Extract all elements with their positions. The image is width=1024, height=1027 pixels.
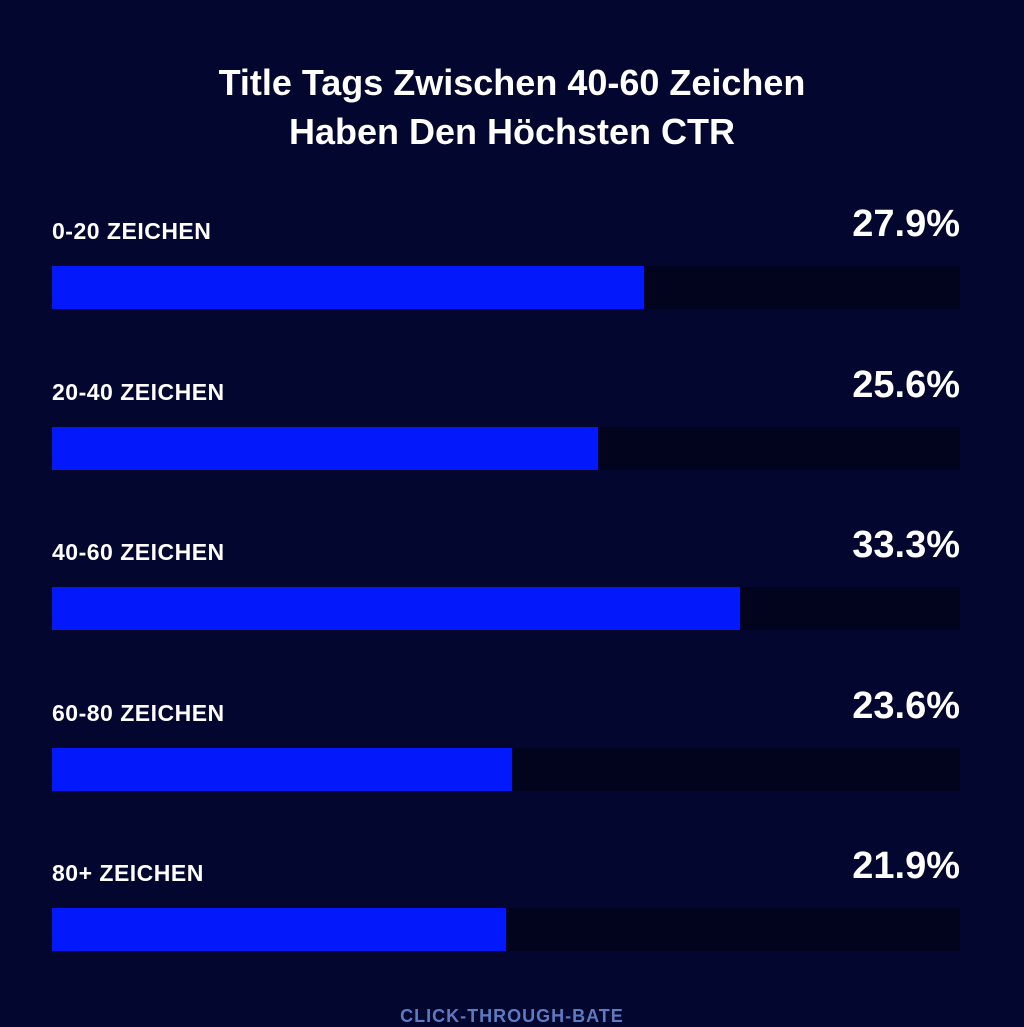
bar xyxy=(52,908,506,951)
bar-row: 60-80 ZEICHEN 23.6% xyxy=(52,685,960,818)
bar-row: 20-40 ZEICHEN 25.6% xyxy=(52,364,960,497)
bar-category-label: 80+ ZEICHEN xyxy=(52,860,204,886)
bar-value-label: 23.6% xyxy=(852,684,960,727)
bar-category-label: 0-20 ZEICHEN xyxy=(52,218,212,244)
bar xyxy=(52,587,741,630)
bar-value-label: 25.6% xyxy=(852,363,960,406)
bar xyxy=(52,426,598,470)
bar-value-label: 21.9% xyxy=(852,845,960,887)
x-axis-label: CLICK-THROUGH-BATE xyxy=(400,1006,624,1026)
bar-track xyxy=(52,908,960,951)
bar-row: 80+ ZEICHEN 21.9% xyxy=(52,845,960,978)
chart-title-line-1: Title Tags Zwischen 40-60 Zeichen xyxy=(218,62,806,103)
bar-value-label: 33.3% xyxy=(852,524,960,566)
bar-track xyxy=(52,426,960,470)
bar-category-label: 60-80 ZEICHEN xyxy=(52,699,225,726)
bar-track xyxy=(52,587,960,630)
bar xyxy=(52,747,513,791)
bar-category-label: 40-60 ZEICHEN xyxy=(52,539,225,565)
bar-row: 40-60 ZEICHEN 33.3% xyxy=(52,524,960,657)
bar xyxy=(52,266,645,309)
chart-title: Title Tags Zwischen 40-60 Zeichen Haben … xyxy=(0,58,1024,156)
bar-track xyxy=(52,747,960,791)
bar-value-label: 27.9% xyxy=(852,203,960,245)
bar-row: 0-20 ZEICHEN 27.9% xyxy=(52,203,960,336)
chart-title-line-2: Haben Den Höchsten CTR xyxy=(288,111,736,152)
bar-category-label: 20-40 ZEICHEN xyxy=(52,378,225,405)
bar-track xyxy=(52,266,960,309)
